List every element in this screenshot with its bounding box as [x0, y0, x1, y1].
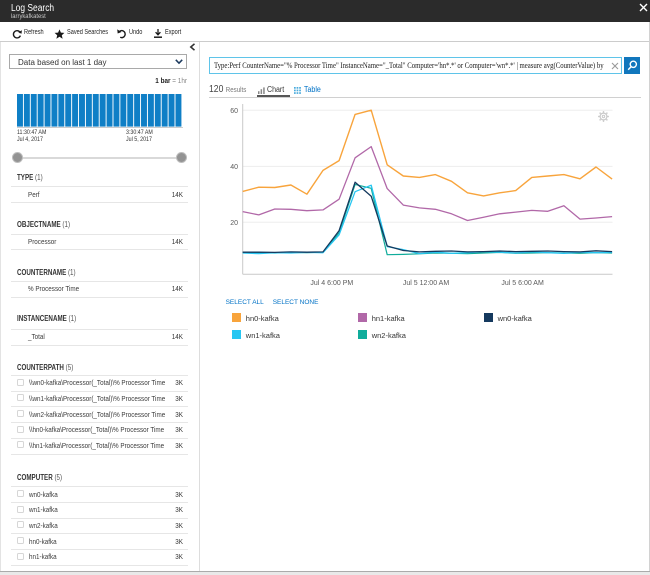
svg-text:20: 20	[230, 220, 238, 227]
svg-text:60: 60	[230, 108, 238, 115]
svg-text:40: 40	[230, 164, 238, 171]
